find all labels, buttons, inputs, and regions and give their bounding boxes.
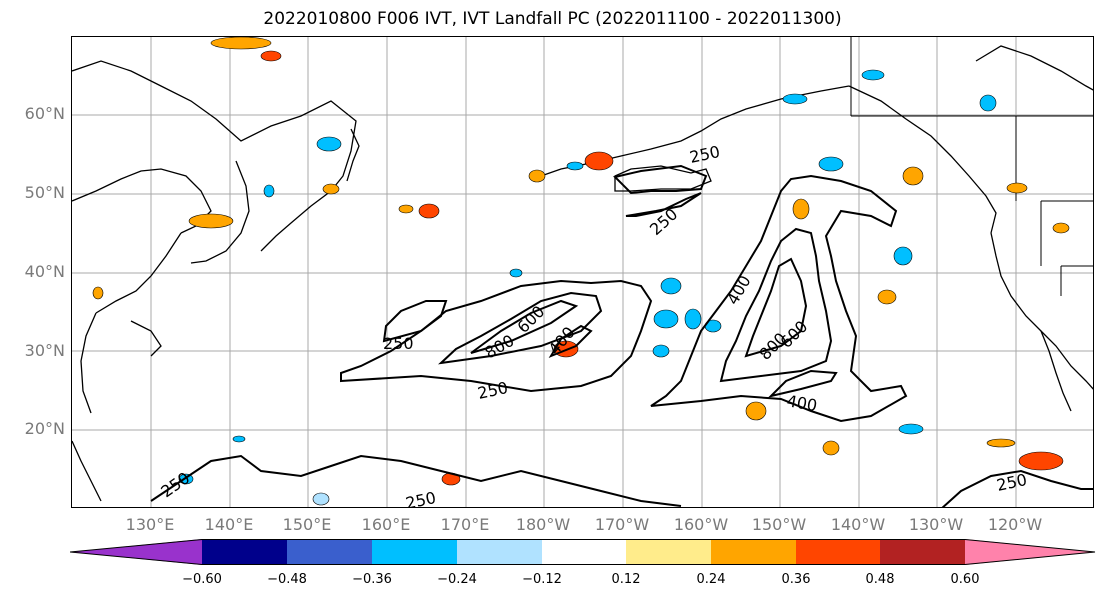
contour-label: 250 bbox=[157, 468, 193, 501]
ivt-contours bbox=[150, 164, 1093, 507]
colorbar-tick: −0.24 bbox=[437, 572, 477, 587]
lon-label-160w: 160°W bbox=[673, 515, 729, 534]
colorbar-bin bbox=[202, 539, 287, 565]
colorbar-bin bbox=[880, 539, 965, 565]
lon-label-150e: 150°E bbox=[282, 515, 332, 534]
lon-label-130w: 130°W bbox=[908, 515, 964, 534]
colorbar-bin bbox=[287, 539, 372, 565]
contour-label: 250 bbox=[688, 142, 722, 167]
colorbar-tick: −0.48 bbox=[267, 572, 307, 587]
country-borders bbox=[850, 37, 1093, 296]
contour-label: 250 bbox=[383, 334, 414, 353]
colorbar-bin bbox=[626, 539, 711, 565]
map-gridlines bbox=[72, 37, 1093, 507]
contour-label: 600 bbox=[513, 302, 548, 337]
coastlines bbox=[72, 45, 1093, 502]
colorbar-tick: 0.12 bbox=[611, 572, 641, 587]
lat-label-50n: 50°N bbox=[24, 183, 65, 202]
lon-label-140w: 140°W bbox=[830, 515, 886, 534]
colorbar-bin bbox=[711, 539, 796, 565]
colorbar-tick: 0.48 bbox=[865, 572, 895, 587]
pc-cool-anomalies bbox=[178, 69, 997, 506]
lat-label-60n: 60°N bbox=[24, 104, 65, 123]
map-canvas: 250 250 250 250 250 250 250 400 400 400 … bbox=[72, 37, 1093, 508]
colorbar-tick: −0.12 bbox=[522, 572, 562, 587]
lon-label-120w: 120°W bbox=[987, 515, 1043, 534]
lat-label-30n: 30°N bbox=[24, 341, 65, 360]
lon-label-130e: 130°E bbox=[125, 515, 175, 534]
colorbar-tick: −0.36 bbox=[352, 572, 392, 587]
contour-label: 250 bbox=[404, 488, 438, 508]
contour-label: 250 bbox=[646, 204, 681, 239]
colorbar-bin bbox=[796, 539, 880, 565]
colorbar-tick: −0.60 bbox=[182, 572, 222, 587]
lon-label-160e: 160°E bbox=[361, 515, 411, 534]
lon-label-150w: 150°W bbox=[751, 515, 807, 534]
lon-label-180w: 180°W bbox=[515, 515, 571, 534]
contour-label: 800 bbox=[482, 331, 518, 363]
map-panel[interactable]: 250 250 250 250 250 250 250 400 400 400 … bbox=[71, 36, 1094, 508]
lat-label-20n: 20°N bbox=[24, 419, 65, 438]
colorbar-segments bbox=[70, 539, 1095, 565]
lat-label-40n: 40°N bbox=[24, 262, 65, 281]
contour-labels: 250 250 250 250 250 250 250 400 400 400 … bbox=[157, 142, 1028, 508]
colorbar-tick: 0.36 bbox=[781, 572, 811, 587]
colorbar-bin bbox=[372, 539, 457, 565]
colorbar-bin bbox=[457, 539, 542, 565]
pc-warm-anomalies bbox=[92, 37, 1070, 486]
lon-label-140e: 140°E bbox=[204, 515, 254, 534]
colorbar-bin bbox=[542, 539, 626, 565]
contour-label: 400 bbox=[723, 272, 755, 308]
colorbar-tick: 0.24 bbox=[696, 572, 726, 587]
colorbar-tick: 0.60 bbox=[950, 572, 980, 587]
contour-label: 400 bbox=[785, 391, 818, 415]
colorbar bbox=[70, 539, 1096, 565]
map-title: 2022010800 F006 IVT, IVT Landfall PC (20… bbox=[263, 9, 842, 29]
colorbar-extend-low bbox=[70, 539, 202, 565]
lon-label-170w: 170°W bbox=[594, 515, 650, 534]
colorbar-extend-high bbox=[965, 539, 1095, 565]
lon-label-170e: 170°E bbox=[440, 515, 490, 534]
